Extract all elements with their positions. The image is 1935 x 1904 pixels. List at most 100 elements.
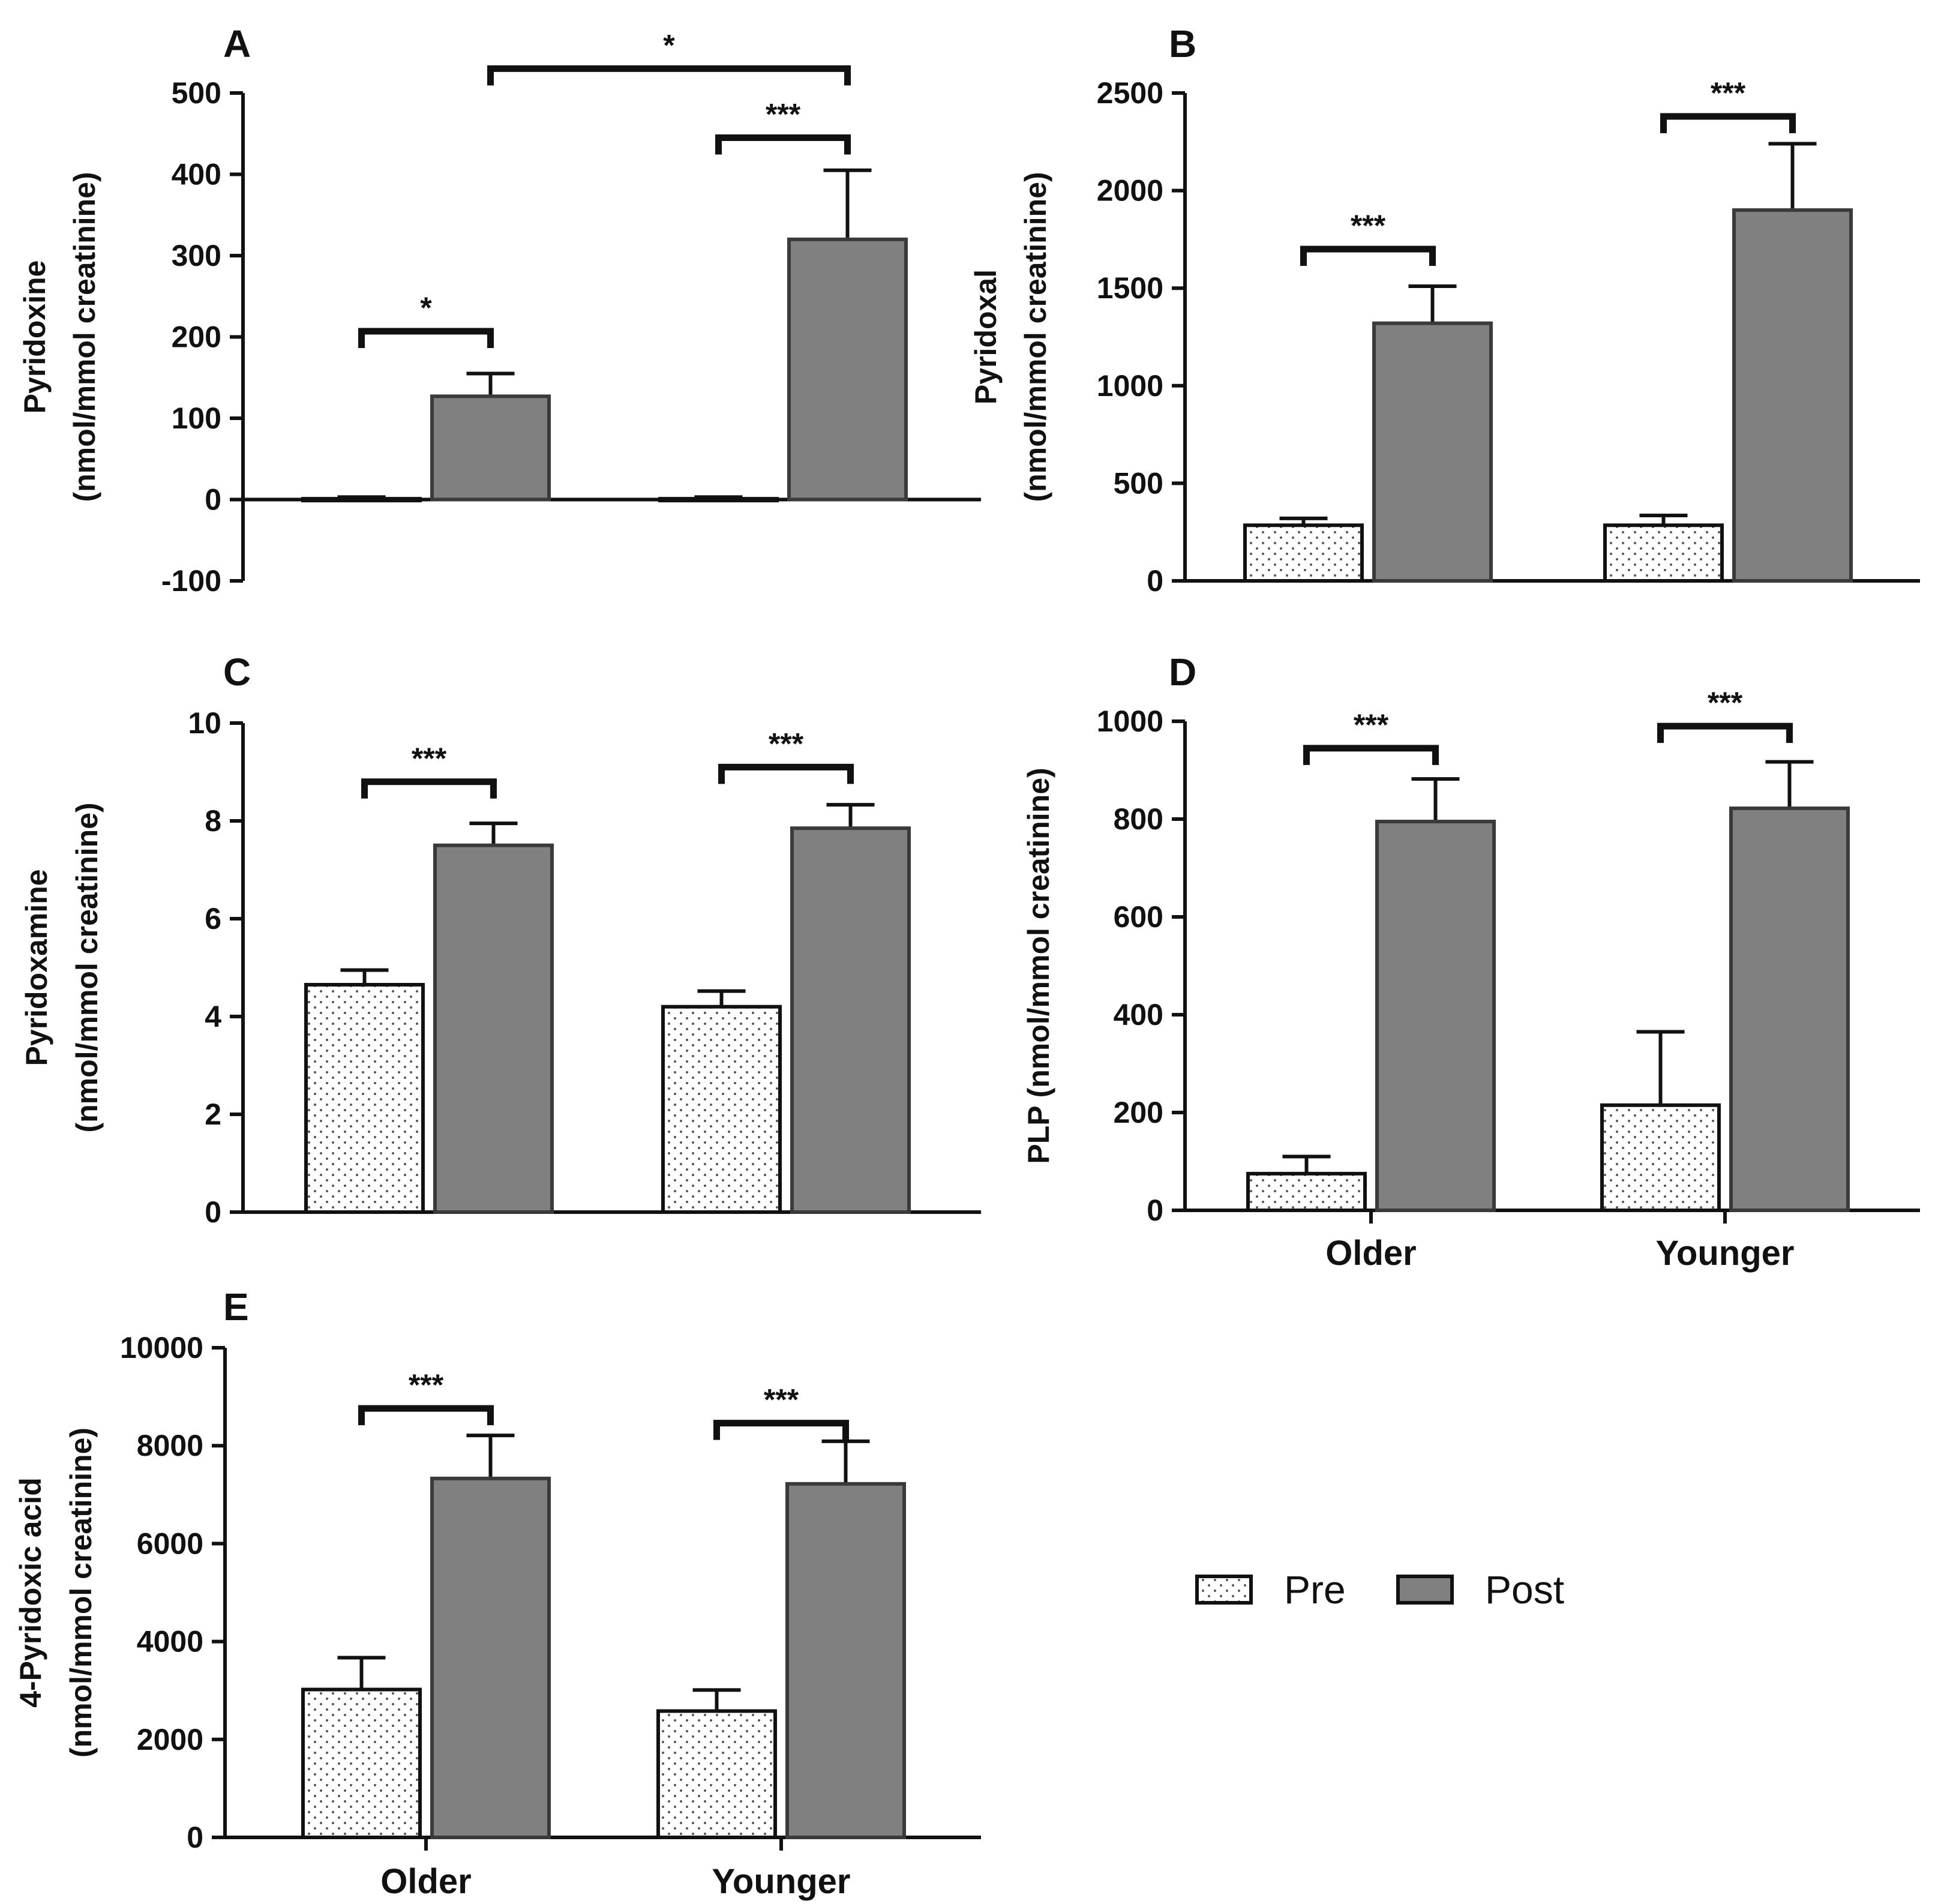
y-tick-label: 400	[172, 158, 221, 191]
significance-label: *	[663, 28, 675, 62]
significance-label: *	[420, 291, 432, 325]
significance-label: ***	[1351, 209, 1386, 242]
significance-label: ***	[766, 98, 801, 131]
bar-older-post	[433, 843, 554, 1214]
y-tick-label: 8	[205, 804, 221, 838]
x-category-label: Younger	[712, 1862, 851, 1901]
y-tick-label: 1000	[1097, 369, 1163, 403]
y-tick-label: 2500	[1097, 76, 1163, 110]
legend-swatch-post	[1396, 1575, 1454, 1605]
x-category-label: Younger	[1656, 1234, 1795, 1273]
bar-older-pre	[1243, 523, 1364, 583]
bar-older-post	[430, 394, 551, 502]
y-tick-label: 0	[187, 1821, 203, 1854]
bar-older-pre	[304, 983, 425, 1215]
y-axis-title: 4-Pyridoxic acid	[14, 1477, 47, 1708]
y-tick-label: 500	[1114, 466, 1163, 500]
significance-label: ***	[1711, 76, 1746, 110]
panel-letter-b: B	[1169, 22, 1196, 65]
y-tick-label: 500	[172, 76, 221, 110]
y-tick-label: 200	[1114, 1096, 1163, 1129]
bar-younger-post	[785, 1482, 906, 1839]
legend-label-pre: Pre	[1284, 1567, 1346, 1612]
significance-label: ***	[769, 727, 804, 760]
significance-bracket	[1300, 245, 1436, 266]
panel-e: E 0 2000 4000 6000 8000 10000 4-Pyridoxic acid (…	[14, 1285, 981, 1901]
y-tick-label: 800	[1114, 802, 1163, 836]
y-tick-label: 1500	[1097, 271, 1163, 305]
x-category-label: Older	[380, 1862, 472, 1901]
y-tick-label: 200	[172, 320, 221, 354]
y-tick-label: 8000	[137, 1429, 203, 1462]
panel-letter-c: C	[223, 650, 251, 694]
significance-label: ***	[1708, 686, 1743, 719]
panel-letter-a: A	[223, 22, 251, 65]
y-tick-label: 2	[205, 1098, 221, 1131]
bar-younger-pre	[1603, 523, 1724, 583]
significance-label: ***	[412, 742, 447, 775]
panel-c: C 0 2 4 6 8 10 Pyridoxamine (nmol/mmol creatinin…	[20, 650, 981, 1229]
y-tick-label: 0	[205, 1195, 221, 1229]
y-axis-title: PLP (nmol/mmol creatinine)	[1022, 767, 1055, 1164]
legend-swatch-pre	[1195, 1575, 1253, 1605]
bar-younger-post	[787, 237, 908, 502]
y-tick-label: 4	[205, 1000, 221, 1033]
bar-older-pre	[301, 497, 422, 503]
y-axis-title-units: (nmol/mmol creatinine)	[70, 802, 104, 1132]
panel-letter-d: D	[1169, 650, 1196, 694]
y-axis-title: Pyridoxine	[18, 260, 52, 414]
y-tick-label: 6000	[137, 1527, 203, 1560]
y-tick-label: 10000	[120, 1331, 203, 1365]
bar-older-pre	[301, 1687, 422, 1840]
significance-bracket	[1657, 722, 1793, 743]
significance-bracket	[713, 1420, 849, 1440]
significance-bracket	[361, 778, 497, 799]
bar-younger-pre	[658, 497, 779, 503]
significance-bracket	[1660, 113, 1796, 134]
y-axis-title: Pyridoxamine	[20, 869, 53, 1066]
y-tick-label: 2000	[137, 1723, 203, 1756]
bar-older-post	[1375, 820, 1496, 1212]
significance-label: ***	[764, 1383, 799, 1417]
significance-bracket	[715, 134, 851, 155]
legend: Pre Post	[1195, 1567, 1564, 1612]
panel-letter-e: E	[223, 1285, 249, 1329]
y-tick-label: -100	[161, 564, 221, 598]
bar-younger-pre	[1600, 1103, 1721, 1213]
y-tick-label: 1000	[1097, 704, 1163, 738]
significance-bracket	[487, 65, 851, 86]
panel-d: D 0 200 400 600 800 1000 PLP (nmol/mmol creatin…	[1022, 650, 1920, 1273]
y-tick-label: 0	[205, 483, 221, 517]
y-tick-label: 0	[1147, 564, 1163, 598]
bar-younger-post	[790, 826, 911, 1214]
bar-younger-pre	[661, 1005, 782, 1214]
bar-younger-pre	[656, 1709, 777, 1839]
significance-label: ***	[409, 1368, 444, 1402]
significance-bracket	[358, 1405, 494, 1426]
y-axis-title-units: (nmol/mmol creatinine)	[1019, 172, 1052, 502]
y-tick-label: 10	[188, 706, 221, 740]
bar-older-post	[1372, 321, 1493, 583]
bar-older-pre	[1246, 1171, 1367, 1212]
legend-label-post: Post	[1485, 1567, 1564, 1612]
y-tick-label: 6	[205, 902, 221, 935]
y-tick-label: 0	[1147, 1194, 1163, 1227]
significance-label: ***	[1354, 708, 1389, 742]
significance-bracket	[358, 328, 494, 349]
bar-younger-post	[1732, 208, 1853, 583]
panel-a: A -100 0 100 200 300 400 500 Pyridoxine (nmol/mmo…	[18, 22, 981, 598]
y-tick-label: 4000	[137, 1625, 203, 1659]
y-tick-label: 400	[1114, 998, 1163, 1032]
y-tick-label: 2000	[1097, 174, 1163, 208]
y-tick-label: 300	[172, 239, 221, 272]
y-axis-title: Pyridoxal	[969, 269, 1003, 404]
significance-bracket	[1303, 745, 1439, 765]
significance-bracket	[718, 763, 854, 784]
panel-b: B 0 500 1000 1500 2000 2500 Pyridoxal (nmol/mmol…	[969, 22, 1920, 598]
y-tick-label: 100	[172, 401, 221, 435]
bar-younger-post	[1729, 806, 1850, 1212]
bar-older-post	[430, 1476, 551, 1840]
y-tick-label: 600	[1114, 900, 1163, 934]
